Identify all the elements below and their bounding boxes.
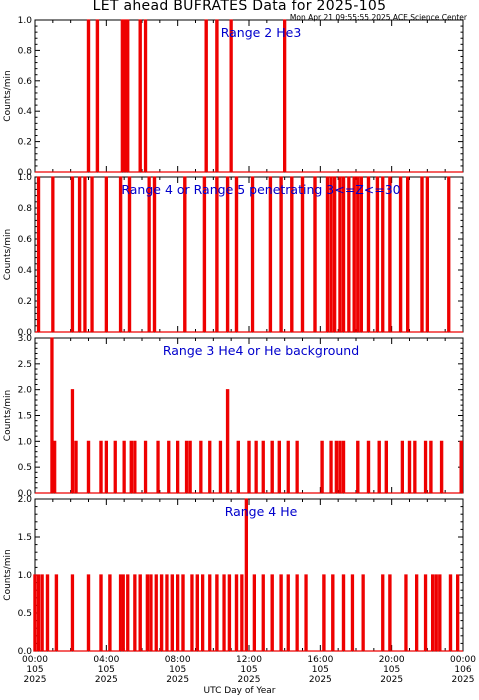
x-tick-year: 2025 bbox=[95, 675, 118, 685]
panel-title: Range 4 He bbox=[225, 504, 298, 519]
y-axis-label: Counts/min bbox=[3, 549, 13, 600]
x-tick-day: 105 bbox=[98, 665, 115, 675]
y-axis-label: Counts/min bbox=[3, 70, 13, 121]
y-tick-label: 2.0 bbox=[18, 386, 33, 396]
panel-frame bbox=[34, 498, 464, 652]
y-tick-label: 0.0 bbox=[18, 647, 33, 657]
y-tick-label: 0.5 bbox=[18, 609, 32, 619]
x-tick-time: 00:00 bbox=[22, 655, 48, 665]
y-tick-label: 0.6 bbox=[18, 77, 33, 87]
y-tick-label: 2.0 bbox=[18, 495, 33, 505]
series-line bbox=[35, 19, 463, 173]
x-tick-year: 2025 bbox=[24, 675, 47, 685]
timestamp: Mon Apr 21 09:55:55 2025 ACE Science Cen… bbox=[289, 13, 467, 22]
x-tick-year: 2025 bbox=[452, 675, 475, 685]
x-tick-time: 08:00 bbox=[165, 655, 191, 665]
y-tick-label: 0.8 bbox=[18, 204, 33, 214]
x-tick-time: 12:00 bbox=[236, 655, 262, 665]
panel-title: Range 2 He3 bbox=[221, 25, 302, 40]
x-tick-time: 00:00 bbox=[450, 655, 476, 665]
x-tick-year: 2025 bbox=[380, 675, 403, 685]
y-tick-label: 1.0 bbox=[18, 16, 33, 26]
x-tick-time: 04:00 bbox=[93, 655, 119, 665]
panel-title: Range 4 or Range 5 penetrating 3<=Z<=30 bbox=[121, 182, 400, 197]
panel-frame bbox=[34, 176, 464, 333]
x-tick-day: 105 bbox=[312, 665, 329, 675]
y-tick-label: 2.5 bbox=[18, 360, 32, 370]
y-tick-label: 0.0 bbox=[18, 489, 33, 499]
y-tick-label: 0.2 bbox=[18, 138, 32, 148]
y-tick-label: 0.0 bbox=[18, 168, 33, 178]
y-tick-label: 1.5 bbox=[18, 533, 32, 543]
x-tick-day: 105 bbox=[383, 665, 400, 675]
x-tick-year: 2025 bbox=[166, 675, 189, 685]
panel-title: Range 3 He4 or He background bbox=[163, 343, 359, 358]
x-tick-year: 2025 bbox=[309, 675, 332, 685]
panel-frame bbox=[34, 19, 464, 173]
y-axis-label: Counts/min bbox=[3, 229, 13, 280]
y-tick-label: 0.4 bbox=[18, 266, 33, 276]
y-tick-label: 0.4 bbox=[18, 107, 33, 117]
y-tick-label: 3.0 bbox=[18, 334, 33, 344]
x-tick-day: 106 bbox=[454, 665, 471, 675]
x-tick-day: 105 bbox=[169, 665, 186, 675]
y-tick-label: 0.0 bbox=[18, 328, 33, 338]
y-tick-label: 0.6 bbox=[18, 235, 33, 245]
y-tick-label: 1.0 bbox=[18, 571, 33, 581]
y-tick-label: 1.0 bbox=[18, 437, 33, 447]
y-tick-label: 0.2 bbox=[18, 297, 32, 307]
y-tick-label: 0.5 bbox=[18, 463, 32, 473]
x-tick-year: 2025 bbox=[238, 675, 261, 685]
y-tick-label: 1.0 bbox=[18, 173, 33, 183]
x-tick-day: 105 bbox=[240, 665, 257, 675]
x-tick-time: 20:00 bbox=[379, 655, 405, 665]
x-tick-time: 16:00 bbox=[307, 655, 333, 665]
series-line bbox=[35, 337, 463, 494]
y-tick-label: 0.8 bbox=[18, 46, 33, 56]
x-tick-day: 105 bbox=[26, 665, 43, 675]
y-axis-label: Counts/min bbox=[3, 390, 13, 441]
x-axis-label: UTC Day of Year bbox=[203, 686, 276, 696]
series-line bbox=[35, 176, 463, 333]
chart-title: LET ahead BUFRATES Data for 2025-105 bbox=[92, 0, 387, 14]
y-tick-label: 1.5 bbox=[18, 412, 32, 422]
series-line bbox=[33, 498, 463, 652]
